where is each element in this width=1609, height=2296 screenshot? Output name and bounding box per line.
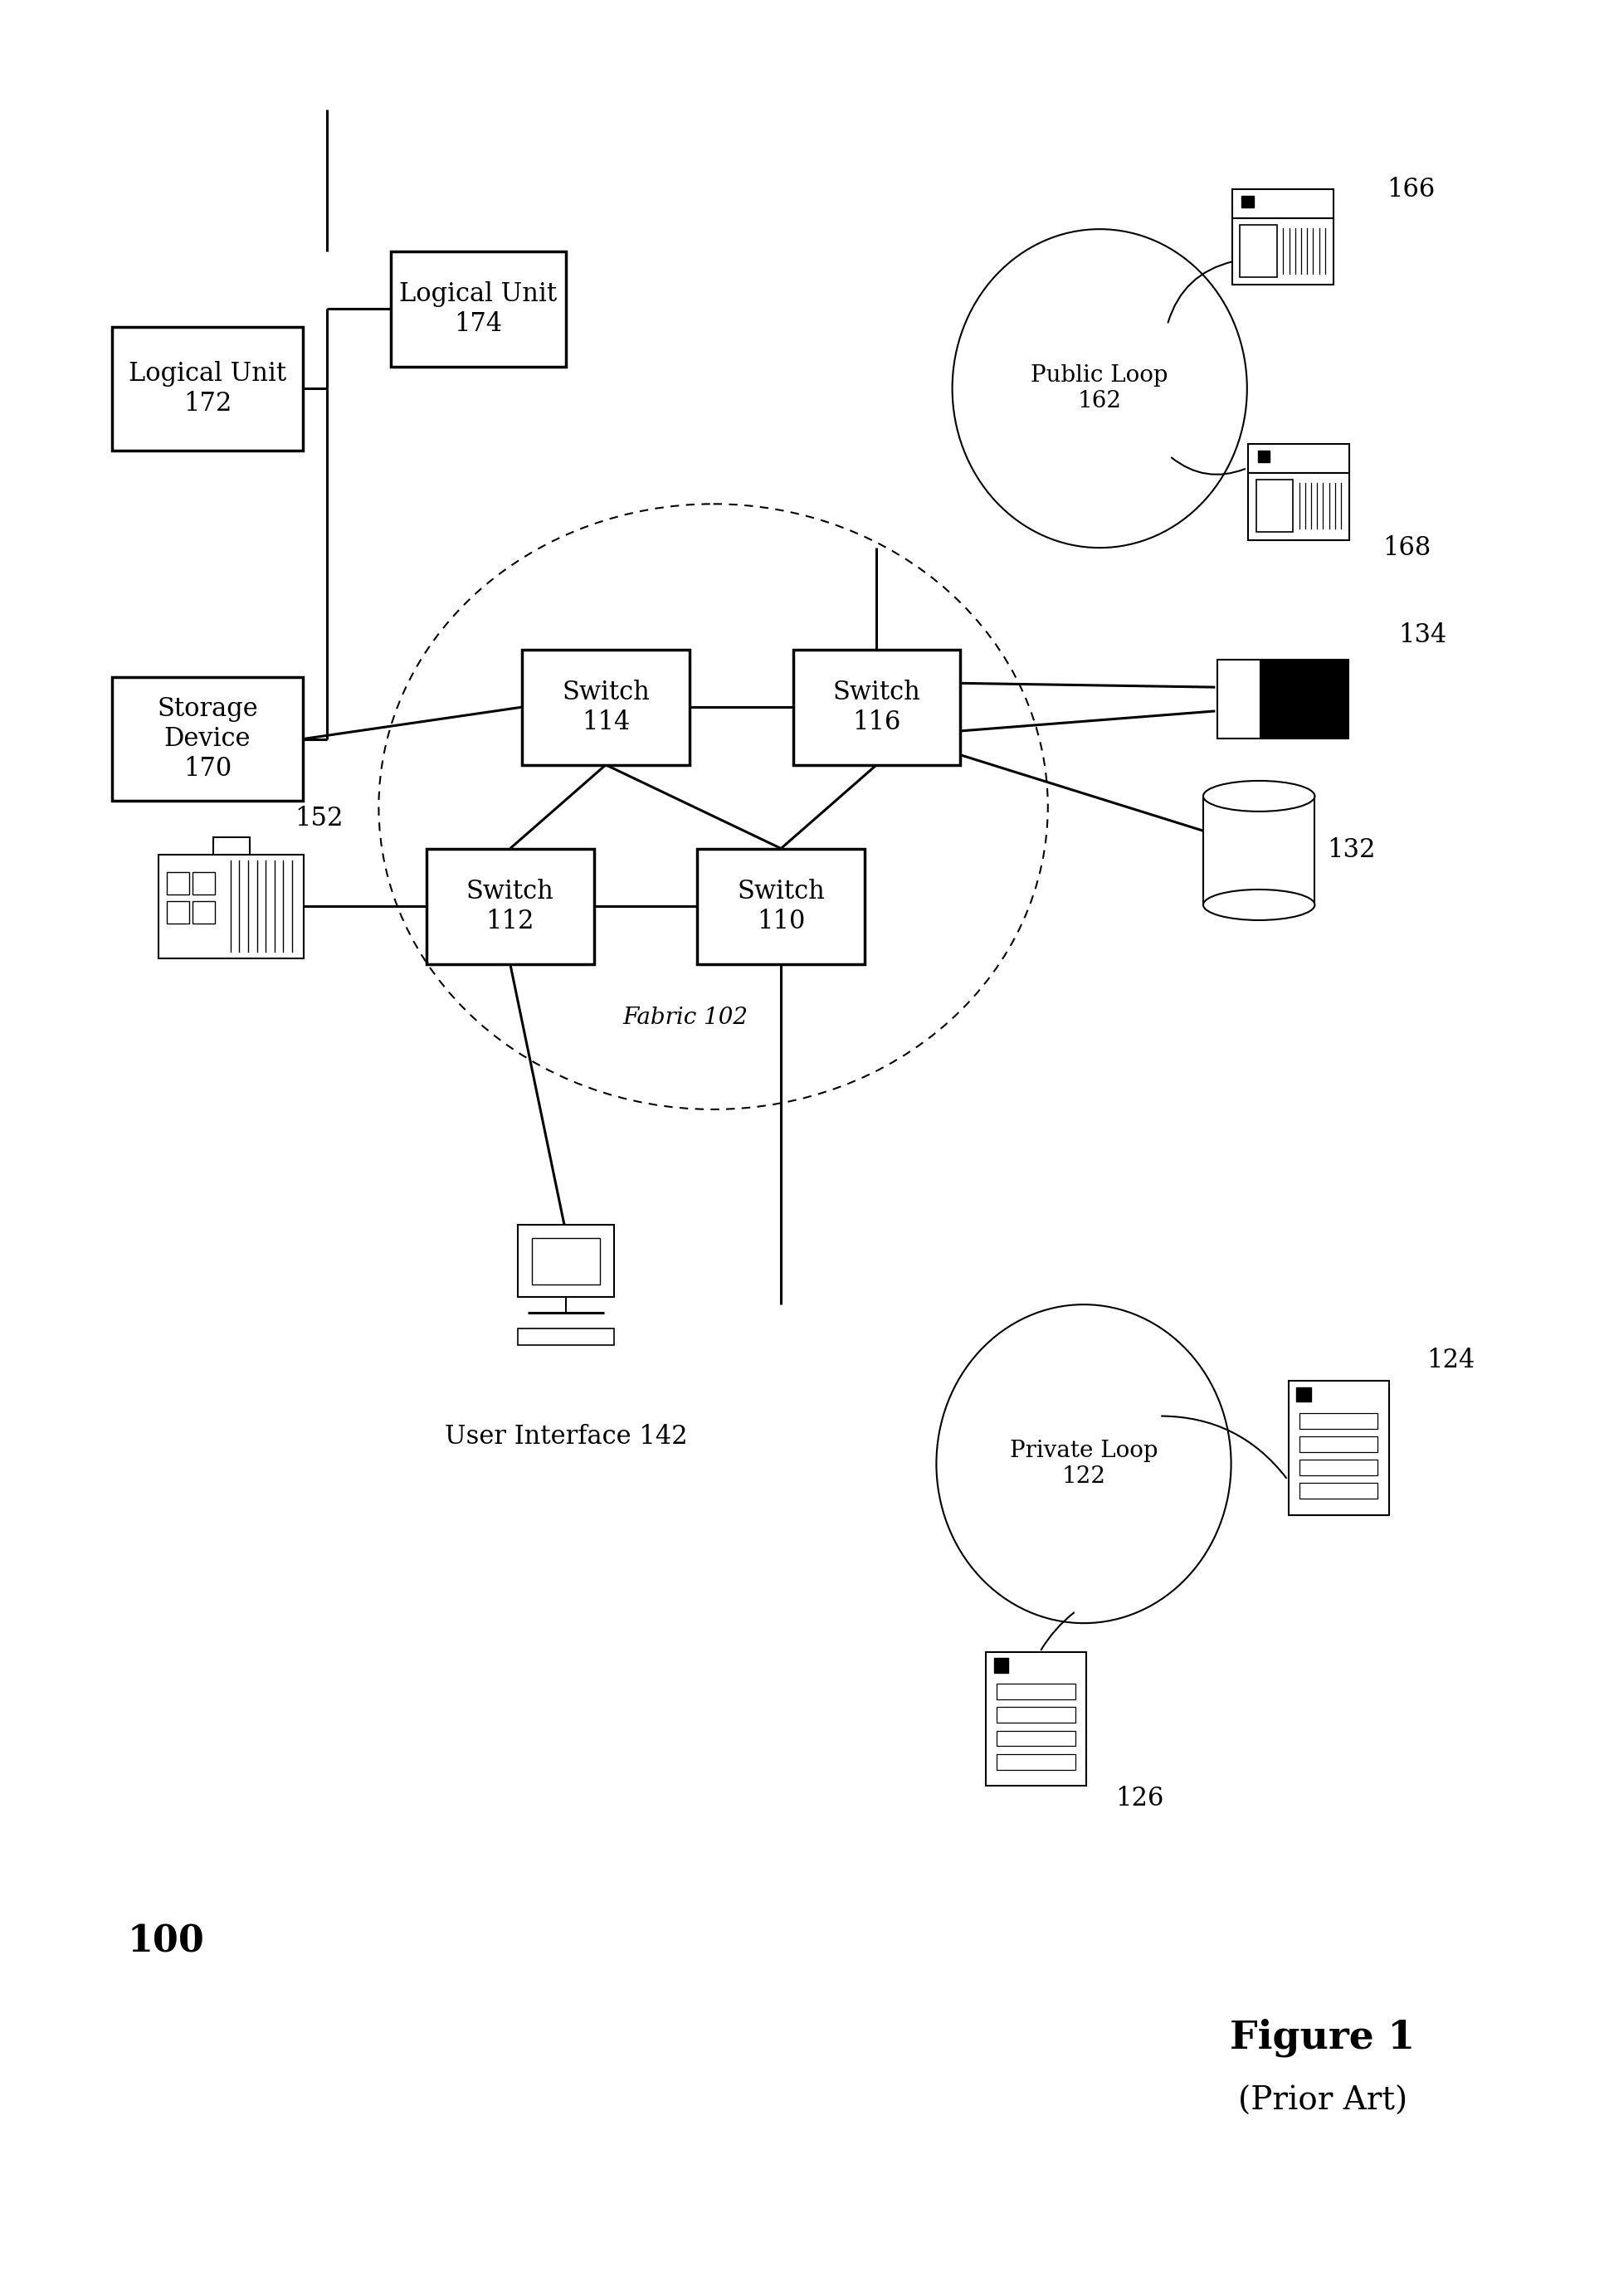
Text: Switch
116: Switch 116 (832, 680, 920, 735)
FancyBboxPatch shape (1241, 195, 1253, 207)
FancyBboxPatch shape (985, 1651, 1086, 1786)
FancyBboxPatch shape (531, 1238, 600, 1283)
FancyBboxPatch shape (996, 1731, 1075, 1747)
Ellipse shape (1202, 781, 1315, 810)
Text: 134: 134 (1398, 622, 1446, 647)
FancyBboxPatch shape (212, 838, 249, 854)
FancyBboxPatch shape (159, 854, 304, 957)
FancyBboxPatch shape (1202, 797, 1315, 905)
Text: 124: 124 (1426, 1348, 1474, 1373)
FancyBboxPatch shape (1231, 188, 1332, 218)
FancyBboxPatch shape (111, 677, 302, 801)
FancyBboxPatch shape (1298, 1412, 1377, 1428)
Text: Fabric 102: Fabric 102 (623, 1006, 748, 1029)
FancyBboxPatch shape (1298, 1460, 1377, 1476)
Text: 168: 168 (1382, 535, 1430, 560)
FancyBboxPatch shape (996, 1754, 1075, 1770)
FancyBboxPatch shape (1298, 1483, 1377, 1499)
FancyBboxPatch shape (426, 850, 594, 964)
FancyBboxPatch shape (993, 1658, 1007, 1671)
FancyBboxPatch shape (521, 650, 689, 765)
Text: 100: 100 (127, 1924, 204, 1961)
Text: 152: 152 (294, 806, 343, 831)
Text: 132: 132 (1326, 838, 1374, 863)
FancyBboxPatch shape (111, 326, 302, 450)
FancyBboxPatch shape (1239, 225, 1276, 278)
Text: 166: 166 (1385, 177, 1434, 202)
Text: Switch
114: Switch 114 (562, 680, 650, 735)
FancyBboxPatch shape (793, 650, 959, 765)
FancyBboxPatch shape (1295, 1387, 1310, 1403)
FancyBboxPatch shape (167, 872, 188, 895)
FancyBboxPatch shape (391, 250, 566, 367)
Text: Public Loop
162: Public Loop 162 (1030, 365, 1168, 413)
FancyBboxPatch shape (1231, 218, 1332, 285)
FancyBboxPatch shape (1257, 450, 1270, 461)
FancyBboxPatch shape (1287, 1380, 1389, 1515)
FancyBboxPatch shape (996, 1683, 1075, 1699)
Text: Storage
Device
170: Storage Device 170 (156, 696, 257, 781)
FancyBboxPatch shape (1260, 659, 1347, 739)
Text: Figure 1: Figure 1 (1229, 2018, 1414, 2057)
FancyBboxPatch shape (996, 1708, 1075, 1722)
FancyBboxPatch shape (1216, 659, 1260, 739)
FancyBboxPatch shape (1298, 1437, 1377, 1451)
FancyBboxPatch shape (1247, 443, 1348, 473)
Text: Logical Unit
172: Logical Unit 172 (129, 360, 286, 416)
FancyBboxPatch shape (1247, 473, 1348, 540)
Text: (Prior Art): (Prior Art) (1237, 2085, 1406, 2117)
Text: Switch
110: Switch 110 (737, 879, 824, 934)
Ellipse shape (936, 1304, 1231, 1623)
FancyBboxPatch shape (518, 1224, 613, 1297)
FancyBboxPatch shape (1255, 480, 1292, 533)
Text: User Interface 142: User Interface 142 (444, 1424, 687, 1449)
Text: Private Loop
122: Private Loop 122 (1009, 1440, 1157, 1488)
Ellipse shape (1202, 889, 1315, 921)
Text: Switch
112: Switch 112 (467, 879, 553, 934)
FancyBboxPatch shape (191, 900, 214, 923)
Text: Logical Unit
174: Logical Unit 174 (399, 280, 557, 338)
FancyBboxPatch shape (167, 900, 188, 923)
Text: 126: 126 (1115, 1786, 1163, 1812)
Ellipse shape (953, 230, 1247, 549)
FancyBboxPatch shape (191, 872, 214, 895)
FancyBboxPatch shape (697, 850, 864, 964)
FancyBboxPatch shape (518, 1329, 613, 1345)
